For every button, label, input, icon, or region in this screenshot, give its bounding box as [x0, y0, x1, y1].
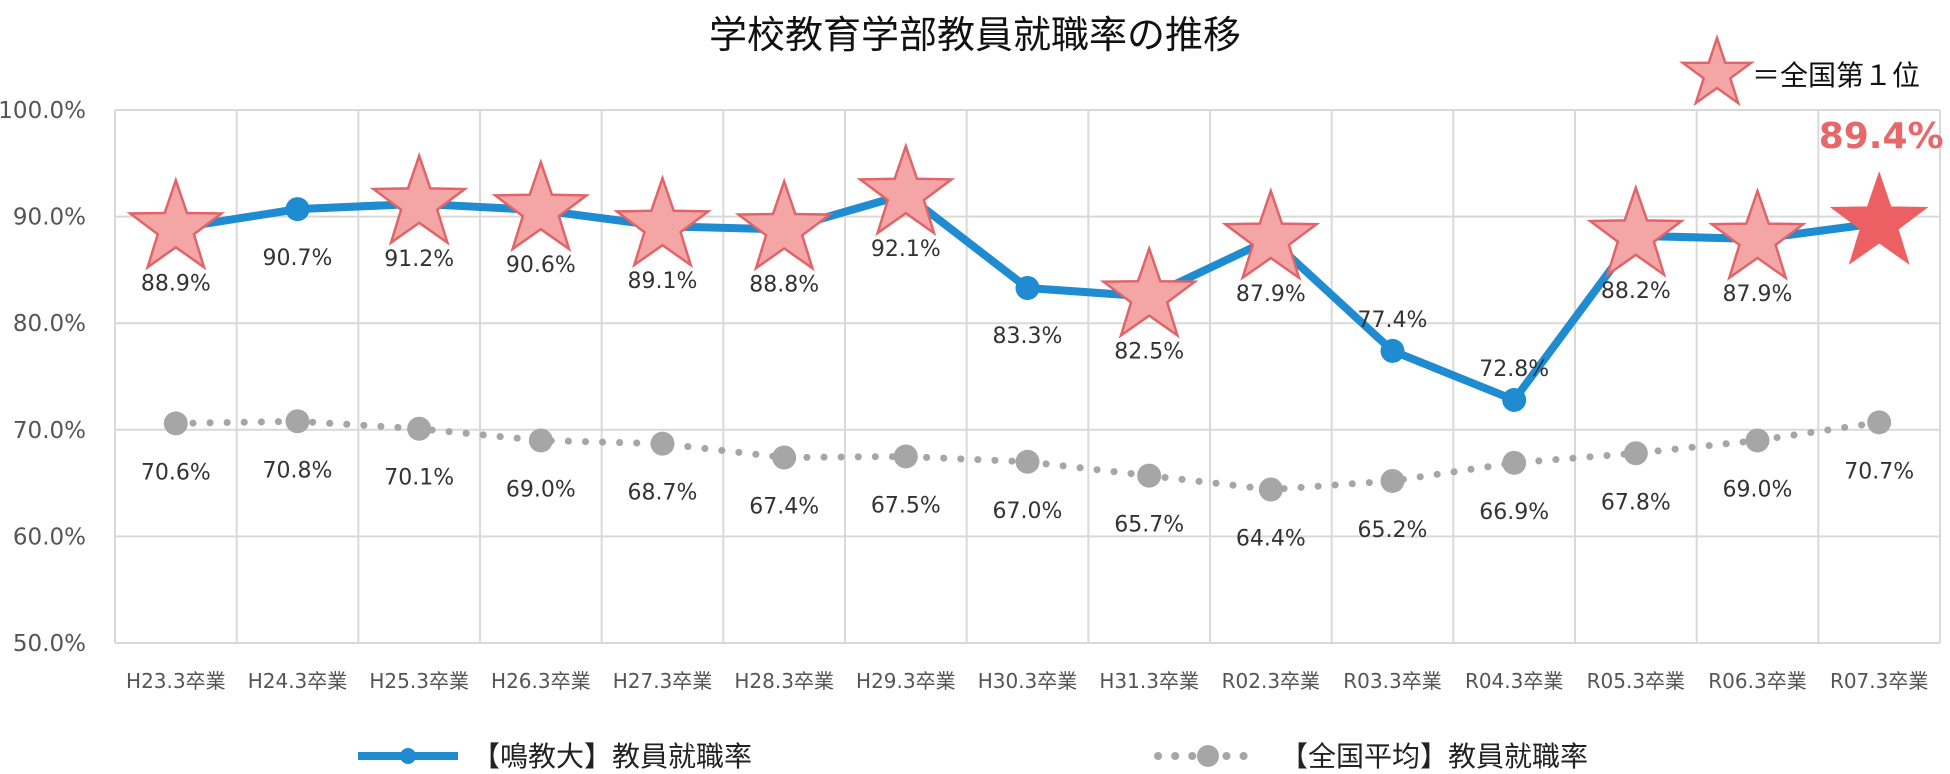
x-tick-label: H27.3卒業: [613, 669, 713, 693]
data-label-naruto: 88.9%: [141, 271, 211, 296]
data-label-national: 70.1%: [384, 466, 454, 491]
x-tick-label: R03.3卒業: [1343, 669, 1441, 693]
x-tick-label: H28.3卒業: [734, 669, 834, 693]
star-icon: [1586, 183, 1686, 278]
point-national: [772, 445, 797, 470]
legend-item-national: 【全国平均】教員就職率: [1154, 740, 1588, 773]
data-label-national: 69.0%: [1723, 477, 1793, 502]
data-label-national: 70.8%: [263, 458, 333, 483]
y-tick-label: 60.0%: [13, 524, 86, 550]
data-label-naruto: 88.8%: [749, 272, 819, 297]
data-label-naruto: 90.6%: [506, 253, 576, 278]
x-tick-label: R02.3卒業: [1222, 669, 1320, 693]
y-tick-label: 50.0%: [13, 631, 86, 657]
point-national: [1015, 449, 1040, 474]
point-national: [1867, 410, 1892, 435]
legend: 【鳴教大】教員就職率 【全国平均】教員就職率: [358, 740, 1588, 773]
point-national: [285, 409, 310, 434]
data-label-naruto: 87.9%: [1236, 282, 1306, 307]
x-tick-label: H26.3卒業: [491, 669, 591, 693]
y-tick-label: 70.0%: [13, 418, 86, 444]
legend-marker-national: [1197, 745, 1219, 767]
highlight-star-icon: [1829, 171, 1929, 265]
y-tick-label: 80.0%: [13, 311, 86, 337]
data-label-naruto: 92.1%: [871, 237, 941, 262]
star-icon: [1221, 187, 1321, 281]
x-tick-label: H24.3卒業: [248, 669, 348, 693]
legend-marker-naruto: [400, 748, 416, 764]
point-national: [1623, 441, 1648, 466]
data-label-national: 65.7%: [1114, 513, 1184, 538]
x-tick-label: R06.3卒業: [1708, 669, 1806, 693]
x-tick-label: H29.3卒業: [856, 669, 956, 693]
star-icon: [1708, 187, 1807, 281]
x-tick-label: H31.3卒業: [1099, 669, 1199, 693]
point-national: [1745, 428, 1770, 453]
point-national: [163, 411, 188, 436]
data-label-national: 68.7%: [628, 481, 698, 506]
data-label-national: 67.5%: [871, 493, 941, 518]
point-national: [528, 428, 553, 453]
data-label-naruto: 91.2%: [384, 247, 454, 272]
x-tick-label: H30.3卒業: [978, 669, 1078, 693]
y-axis-ticks: 50.0% 60.0% 70.0% 80.0% 90.0% 100.0%: [0, 98, 86, 657]
data-label-national: 64.4%: [1236, 526, 1306, 551]
point-national: [1502, 450, 1527, 475]
legend-label-national: 【全国平均】教員就職率: [1280, 740, 1588, 773]
data-label-naruto: 83.3%: [993, 324, 1063, 349]
star-icon: [856, 142, 956, 237]
star-icon: [369, 151, 469, 246]
star-legend: ＝全国第１位: [1679, 34, 1920, 107]
chart-title: 学校教育学部教員就職率の推移: [709, 13, 1241, 57]
x-tick-label: R04.3卒業: [1465, 669, 1563, 693]
data-label-national: 70.7%: [1844, 459, 1914, 484]
data-label-national: 69.0%: [506, 477, 576, 502]
y-tick-label: 100.0%: [0, 98, 86, 124]
star-icon: [734, 177, 834, 272]
point-naruto: [1380, 338, 1405, 363]
y-tick-label: 90.0%: [13, 205, 86, 231]
highlight-value-label: 89.4%: [1819, 116, 1944, 157]
data-label-naruto: 88.2%: [1601, 279, 1671, 304]
legend-item-naruto: 【鳴教大】教員就職率: [358, 740, 752, 773]
point-national: [1380, 468, 1405, 493]
data-label-naruto: 90.7%: [263, 246, 333, 271]
data-label-national: 65.2%: [1358, 518, 1428, 543]
data-labels: 70.6% 70.8% 70.1% 69.0% 68.7% 67.4% 67.5% 67.0%…: [141, 116, 1944, 551]
data-label-naruto: 82.5%: [1114, 340, 1184, 365]
star-icon: [491, 158, 591, 253]
data-label-national: 66.9%: [1479, 500, 1549, 525]
data-label-national: 67.0%: [993, 499, 1063, 524]
data-label-naruto: 87.9%: [1723, 282, 1793, 307]
point-national: [650, 431, 675, 456]
series-national-average: [163, 409, 1892, 502]
x-tick-label: R07.3卒業: [1830, 669, 1928, 693]
star-icon: [613, 174, 712, 269]
point-national: [893, 444, 918, 469]
point-naruto: [285, 197, 310, 222]
point-naruto: [1502, 387, 1527, 412]
data-label-national: 70.6%: [141, 460, 211, 485]
x-axis-ticks: H23.3卒業 H24.3卒業 H25.3卒業 H26.3卒業 H27.3卒業 H28.3…: [126, 669, 1928, 693]
point-national: [1137, 463, 1162, 488]
point-national: [407, 416, 432, 441]
data-label-naruto: 77.4%: [1358, 308, 1428, 333]
data-label-national: 67.4%: [749, 495, 819, 520]
star-icon: [1679, 34, 1755, 107]
point-naruto: [1015, 276, 1040, 301]
series-naruto: [126, 142, 1929, 412]
x-tick-label: R05.3卒業: [1587, 669, 1685, 693]
star-legend-text: ＝全国第１位: [1752, 59, 1920, 92]
point-national: [1258, 477, 1283, 502]
star-icon: [126, 176, 226, 271]
star-icon: [1099, 244, 1199, 339]
data-label-naruto: 89.1%: [628, 269, 698, 294]
data-label-naruto: 72.8%: [1479, 357, 1549, 382]
x-tick-label: H25.3卒業: [369, 669, 469, 693]
data-label-national: 67.8%: [1601, 490, 1671, 515]
x-tick-label: H23.3卒業: [126, 669, 226, 693]
legend-label-naruto: 【鳴教大】教員就職率: [472, 740, 752, 773]
